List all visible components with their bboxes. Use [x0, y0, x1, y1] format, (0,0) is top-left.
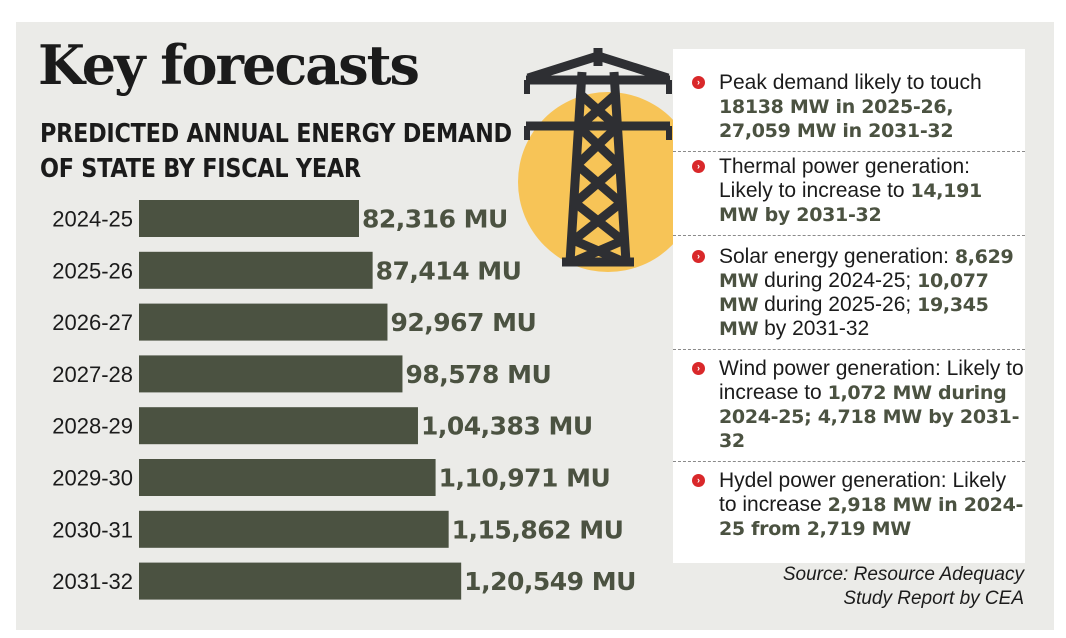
info-text: Solar energy generation:: [719, 245, 955, 268]
bar-chart: 2024-25 82,316 MU 2025-26 87,414 MU 2026-27 9…: [52, 200, 636, 600]
red-bullet-icon: ›: [692, 362, 705, 375]
bar: [139, 251, 373, 289]
category-label: 2031-32: [52, 569, 133, 594]
red-bullet-icon: ›: [692, 474, 705, 487]
source-note: Source: Resource Adequacy Study Report b…: [744, 563, 1024, 611]
info-item: › Peak demand likely to touch 18138 MW in…: [673, 71, 1025, 152]
category-label: 2027-28: [52, 362, 133, 387]
info-highlight: 18138 MW in 2025-26, 27,059 MW in 2031-3…: [719, 96, 954, 142]
info-text: Wind power generation: Likely to increas…: [719, 357, 1024, 404]
info-item: › Solar energy generation: 8,629 MW durin…: [673, 245, 1025, 350]
red-bullet-icon: ›: [692, 250, 705, 263]
info-text: by 2031-32: [758, 317, 870, 340]
info-text: during 2025-26;: [758, 293, 918, 316]
bar-value-label: 82,316 MU: [362, 205, 508, 234]
power-tower-icon: [524, 48, 672, 267]
info-highlight: 14,191 MW by 2031-32: [719, 180, 982, 226]
category-label: 2029-30: [52, 466, 133, 491]
bar-value-label: 1,10,971 MU: [439, 464, 611, 493]
info-text: Hydel power generation: Likely to increa…: [719, 469, 1007, 516]
info-panel: › Peak demand likely to touch 18138 MW in…: [673, 49, 1025, 563]
chart-subtitle: PREDICTED ANNUAL ENERGY DEMAND OF STATE …: [40, 119, 512, 184]
info-text: Peak demand likely to touch: [719, 71, 982, 94]
bar: [139, 200, 359, 237]
bar: [139, 355, 403, 393]
info-item: › Wind power generation: Likely to increa…: [673, 357, 1025, 462]
category-label: 2030-31: [52, 517, 133, 542]
bar: [139, 459, 436, 496]
bar-value-label: 1,04,383 MU: [421, 412, 593, 441]
info-text: Thermal power generation: Likely to incr…: [719, 155, 970, 202]
category-label: 2025-26: [52, 258, 133, 283]
bar-value-label: 98,578 MU: [405, 360, 551, 389]
bar: [139, 510, 449, 548]
info-highlight: 1,072 MW during 2024-25; 4,718 MW by 203…: [719, 382, 1020, 452]
bar-value-label: 1,20,549 MU: [464, 567, 636, 596]
info-item: › Thermal power generation: Likely to inc…: [673, 155, 1025, 236]
bar: [139, 407, 418, 445]
category-label: 2024-25: [52, 207, 133, 232]
info-highlight: 19,345 MW: [719, 294, 989, 340]
source-text: Source: Resource Adequacy Study Report b…: [782, 564, 1024, 609]
red-bullet-icon: ›: [692, 76, 705, 89]
page-title: Key forecasts: [38, 33, 420, 97]
bar-value-label: 87,414 MU: [376, 256, 522, 285]
info-highlight: 8,629 MW: [719, 246, 1014, 292]
category-label: 2028-29: [52, 414, 133, 439]
bar-value-label: 1,15,862 MU: [452, 515, 624, 544]
info-highlight: 10,077 MW: [719, 270, 989, 316]
category-label: 2026-27: [52, 310, 133, 335]
red-bullet-icon: ›: [692, 160, 705, 173]
info-item: › Hydel power generation: Likely to incre…: [673, 469, 1025, 549]
bar-value-label: 92,967 MU: [390, 308, 536, 337]
bar: [139, 303, 388, 341]
bar: [139, 562, 462, 600]
info-highlight: 2,918 MW in 2024-25 from 2,719 MW: [719, 494, 1024, 540]
info-text: during 2024-25;: [758, 269, 918, 292]
